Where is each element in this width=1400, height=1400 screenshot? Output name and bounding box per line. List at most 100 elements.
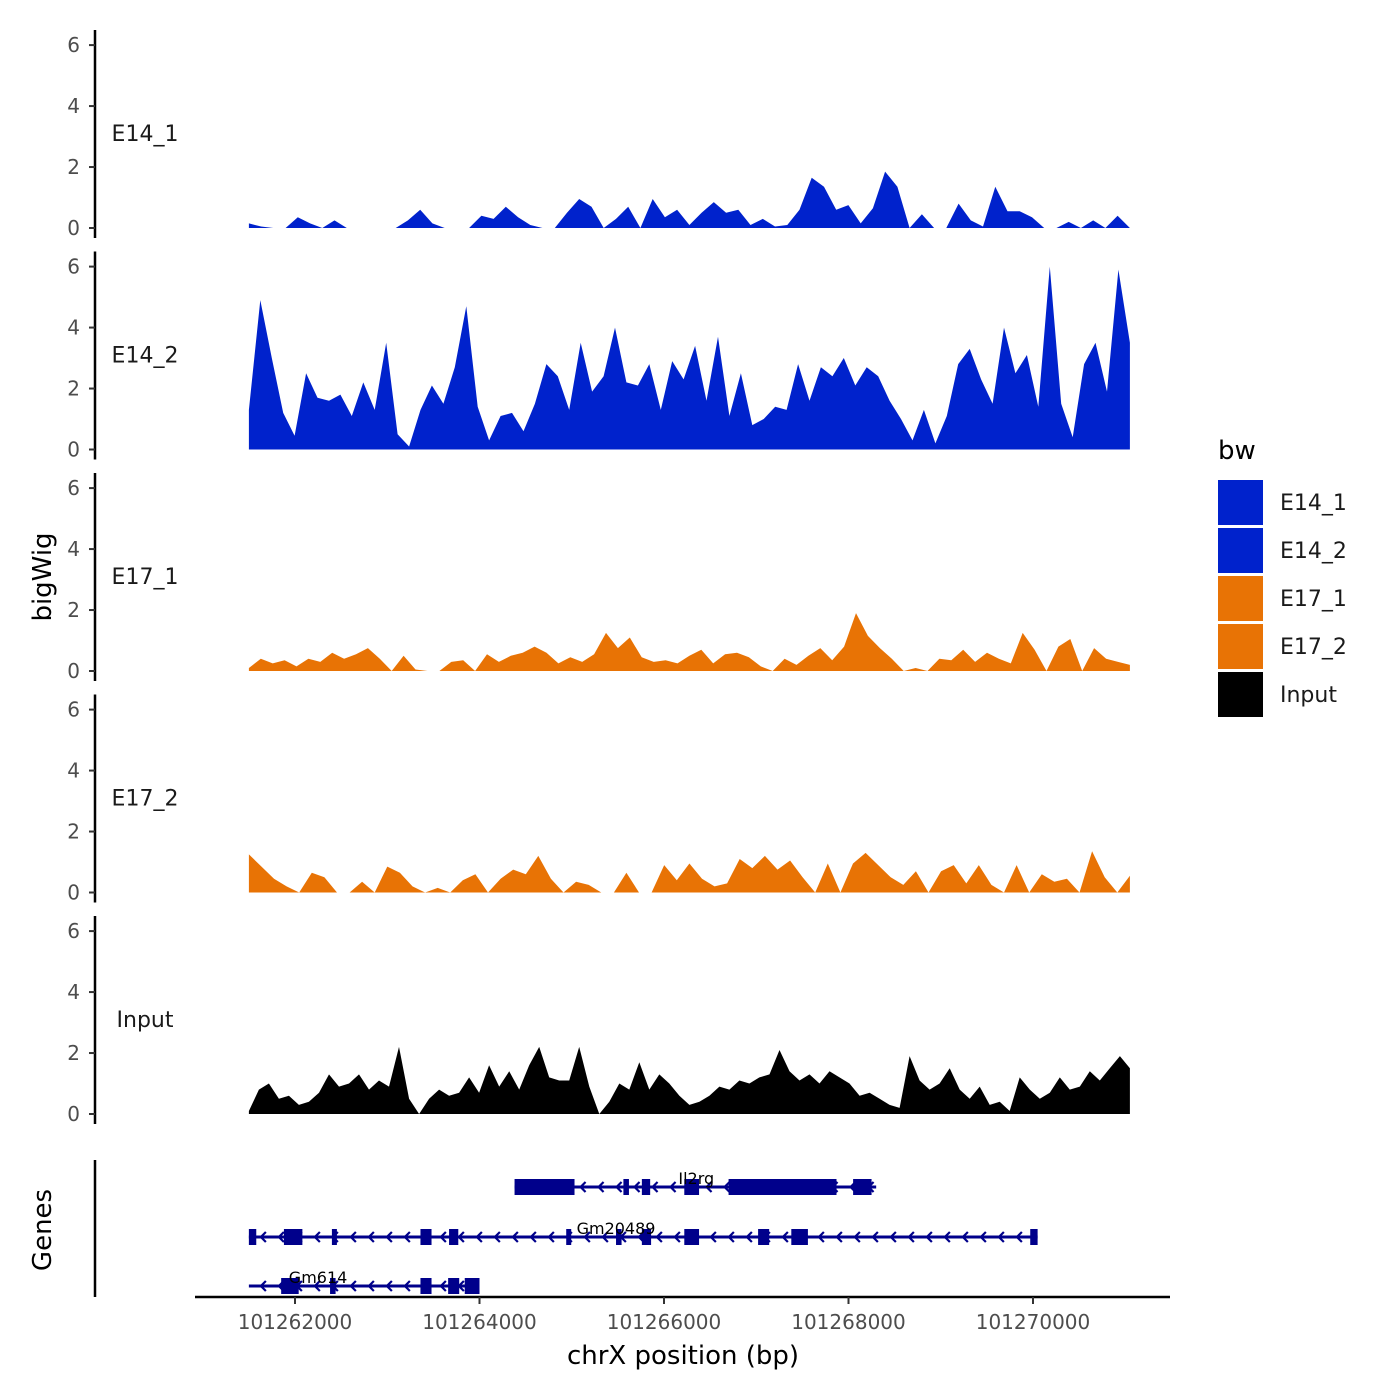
gene-Gm20489: Gm20489 <box>248 1219 1038 1245</box>
exon <box>623 1179 629 1195</box>
strand-arrow <box>997 1231 1005 1243</box>
legend-swatch-E17_1 <box>1218 576 1263 621</box>
exon <box>449 1229 459 1245</box>
strand-arrow <box>367 1280 375 1292</box>
strand-arrow <box>601 1231 609 1243</box>
legend-label-E14_2: E14_2 <box>1280 539 1347 564</box>
exon <box>1030 1229 1038 1245</box>
exon <box>641 1179 651 1195</box>
x-tick-label: 101266000 <box>607 1310 722 1334</box>
legend-label-Input: Input <box>1280 683 1337 708</box>
y-tick-label: 4 <box>67 980 80 1004</box>
gene-Gm614: Gm614 <box>248 1268 480 1294</box>
strand-arrow <box>403 1280 411 1292</box>
x-tick-label: 101262000 <box>238 1310 353 1334</box>
exon <box>448 1278 460 1294</box>
legend-swatch-E14_2 <box>1218 528 1263 573</box>
exon <box>616 1229 622 1245</box>
legend-swatch-Input <box>1218 672 1263 717</box>
strand-arrow <box>511 1231 519 1243</box>
strand-arrow <box>439 1280 447 1292</box>
exon <box>281 1278 299 1294</box>
y-tick-label: 4 <box>67 94 80 118</box>
strand-arrow <box>259 1280 267 1292</box>
area-series-Input <box>248 1046 1130 1114</box>
strand-arrow <box>655 1231 663 1243</box>
strand-arrow <box>781 1231 789 1243</box>
strand-arrow <box>349 1280 357 1292</box>
strand-arrow <box>349 1231 357 1243</box>
exon <box>641 1229 652 1245</box>
area-series-E17_2 <box>248 851 1130 893</box>
track-label: E14_2 <box>112 344 179 369</box>
exon <box>758 1229 770 1245</box>
y-tick-label: 4 <box>67 316 80 340</box>
y-tick-label: 0 <box>67 659 80 683</box>
strand-arrow <box>493 1231 501 1243</box>
exon <box>853 1179 872 1195</box>
strand-arrow <box>668 1181 677 1193</box>
exon <box>514 1179 575 1195</box>
strand-arrow <box>385 1280 393 1292</box>
exon <box>420 1278 432 1294</box>
y-tick-label: 2 <box>67 1041 80 1065</box>
y-tick-label: 6 <box>67 255 80 279</box>
gene-label: Il2rg <box>678 1169 714 1188</box>
y-tick-label: 0 <box>67 881 80 905</box>
strand-arrow <box>596 1181 605 1193</box>
exon <box>331 1229 337 1245</box>
area-series-E14_2 <box>248 266 1130 450</box>
strand-arrow <box>632 1181 641 1193</box>
gene-label: Gm20489 <box>577 1219 656 1238</box>
y-tick-label: 2 <box>67 820 80 844</box>
signal-tracks: 0 2 4 6 E14_1 0 2 4 6 E14_2 0 2 4 6 E17_1 0 2 4 6 E17_2 0 2 4 6… <box>67 30 1130 1126</box>
exon <box>248 1229 257 1245</box>
strand-arrow <box>961 1231 969 1243</box>
y-tick-label: 2 <box>67 377 80 401</box>
strand-arrow <box>457 1231 465 1243</box>
genes-axis-title: Genes <box>28 1189 58 1271</box>
strand-arrow <box>583 1231 591 1243</box>
y-tick-label: 0 <box>67 1102 80 1126</box>
strand-arrow <box>704 1181 713 1193</box>
strand-arrow <box>547 1231 555 1243</box>
strand-arrow <box>722 1181 731 1193</box>
legend-title: bw <box>1218 436 1256 466</box>
y-tick-label: 4 <box>67 759 80 783</box>
track-label: E17_1 <box>112 565 179 590</box>
strand-arrow <box>889 1231 897 1243</box>
track-label: E14_1 <box>112 122 179 147</box>
exon <box>728 1179 837 1195</box>
y-tick-label: 6 <box>67 476 80 500</box>
strand-arrow <box>529 1231 537 1243</box>
strand-arrow <box>475 1231 483 1243</box>
strand-arrow <box>943 1231 951 1243</box>
strand-arrow <box>817 1231 825 1243</box>
x-tick-label: 101270000 <box>976 1310 1091 1334</box>
strand-arrow <box>367 1231 375 1243</box>
exon <box>566 1229 572 1245</box>
strand-arrow <box>745 1231 753 1243</box>
exon <box>684 1179 700 1195</box>
legend-label-E14_1: E14_1 <box>1280 491 1347 516</box>
strand-arrow <box>1015 1231 1023 1243</box>
legend-label-E17_2: E17_2 <box>1280 635 1347 660</box>
exon <box>420 1229 432 1245</box>
track-E17_2: 0 2 4 6 E17_2 <box>67 694 1130 905</box>
y-tick-label: 6 <box>67 33 80 57</box>
x-tick-label: 101268000 <box>791 1310 906 1334</box>
y-tick-label: 6 <box>67 698 80 722</box>
y-tick-label: 0 <box>67 216 80 240</box>
strand-arrow <box>673 1231 681 1243</box>
strand-arrow <box>709 1231 717 1243</box>
x-axis-title: chrX position (bp) <box>567 1341 799 1371</box>
y-axis-title: bigWig <box>28 532 58 621</box>
exon <box>791 1229 808 1245</box>
strand-arrow <box>277 1231 285 1243</box>
strand-arrow <box>871 1231 879 1243</box>
strand-arrow <box>385 1231 393 1243</box>
strand-arrow <box>439 1231 447 1243</box>
strand-arrow <box>259 1231 267 1243</box>
y-tick-label: 2 <box>67 598 80 622</box>
